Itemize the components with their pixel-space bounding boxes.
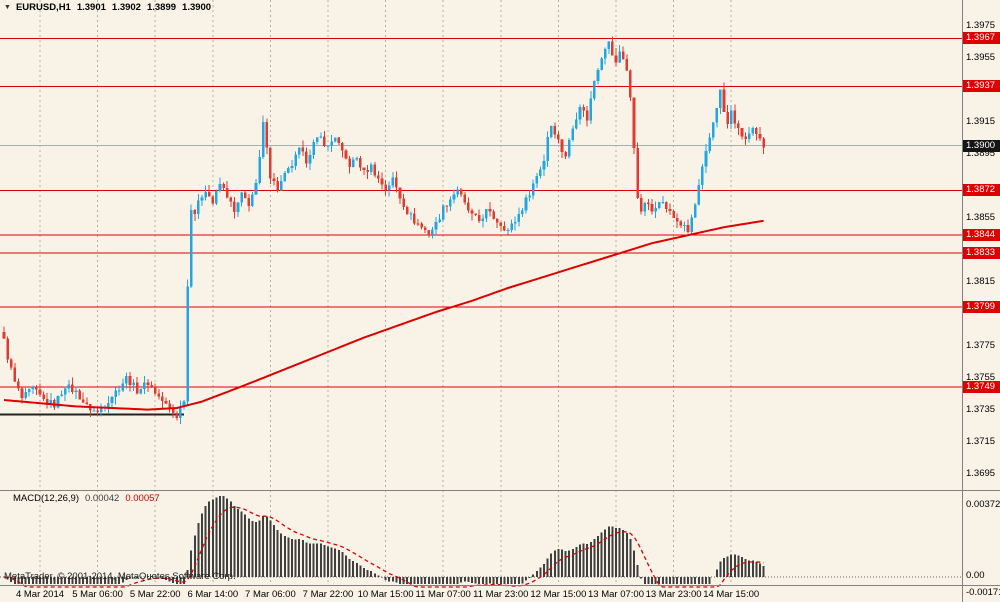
- horizontal-level-lines: [0, 37, 962, 388]
- price-tick-label: 1.3975: [966, 19, 996, 31]
- price-tick-label: 1.3955: [966, 51, 996, 63]
- price-tick-label: 1.3735: [966, 403, 996, 415]
- price-tick-label: 1.3855: [966, 211, 996, 223]
- moving-average-line: [3, 219, 764, 411]
- time-axis-label: 11 Mar 07:00: [415, 589, 471, 600]
- level-price-badge[interactable]: 1.3937: [963, 80, 1000, 93]
- chart-title-bar: ▼ EURUSD,H1 1.3901 1.3902 1.3899 1.3900: [4, 2, 211, 13]
- price-tick-label: 1.3715: [966, 435, 996, 447]
- ohlc-high-value: 1.3902: [111, 2, 141, 13]
- macd-histogram: [6, 496, 765, 584]
- price-tick-label: 1.3915: [966, 115, 996, 127]
- macd-signal-value: 0.00057: [125, 493, 160, 504]
- time-axis-label: 13 Mar 23:00: [645, 589, 702, 600]
- price-tick-label: 1.3695: [966, 467, 996, 479]
- level-price-badge[interactable]: 1.3749: [963, 381, 1000, 394]
- time-axis-label: 12 Mar 15:00: [530, 589, 587, 600]
- time-axis: 4 Mar 2014 5 Mar 06:00 5 Mar 22:00 6 Mar 14…: [0, 586, 962, 602]
- ohlc-open-value: 1.3901: [76, 2, 106, 13]
- price-tick-label: 1.3755: [966, 371, 996, 383]
- time-axis-label: 14 Mar 15:00: [703, 589, 760, 600]
- ohlc-close-value: 1.3900: [182, 2, 212, 13]
- time-axis-label: 5 Mar 06:00: [72, 589, 123, 600]
- level-price-badge[interactable]: 1.3799: [963, 301, 1000, 314]
- time-axis-label: 6 Mar 14:00: [187, 589, 239, 600]
- macd-main-value: 0.00042: [85, 493, 120, 504]
- price-axis: 1.3975 1.3955 1.3915 1.3895 1.3855 1.3815 1.37…: [963, 0, 1000, 602]
- chart-symbol-marker-icon: ▼: [4, 4, 11, 11]
- macd-axis-label: -0.00171: [966, 587, 1000, 598]
- time-axis-label: 7 Mar 06:00: [245, 589, 296, 600]
- time-axis-label: 11 Mar 23:00: [473, 589, 529, 600]
- level-price-badge[interactable]: 1.3967: [963, 32, 1000, 45]
- time-axis-label: 7 Mar 22:00: [302, 589, 354, 600]
- copyright-text: MetaTrader, © 2001-2014, MetaQuotes Soft…: [4, 571, 236, 582]
- ohlc-low-value: 1.3899: [146, 2, 177, 13]
- level-price-badge[interactable]: 1.3844: [963, 229, 1000, 242]
- macd-axis-label: 0.00: [966, 570, 985, 581]
- level-price-badge[interactable]: 1.3833: [963, 246, 1000, 259]
- price-tick-label: 1.3895: [966, 147, 996, 159]
- price-tick-label: 1.3815: [966, 275, 996, 287]
- macd-indicator-title: MACD(12,26,9) 0.00042 0.00057: [13, 493, 160, 504]
- time-axis-label: 4 Mar 2014: [15, 589, 65, 600]
- level-price-badge[interactable]: 1.3872: [963, 184, 1000, 197]
- time-axis-label: 13 Mar 07:00: [588, 589, 644, 600]
- time-axis-label: 5 Mar 22:00: [129, 589, 181, 600]
- time-axis-label: 10 Mar 15:00: [357, 589, 414, 600]
- price-tick-label: 1.3775: [966, 339, 996, 351]
- macd-indicator-label: MACD(12,26,9): [13, 493, 79, 504]
- current-price-badge: 1.3900: [963, 139, 1000, 152]
- macd-signal-line: [3, 506, 764, 588]
- macd-axis-label: 0.00372: [966, 499, 1000, 510]
- candlestick-series: [2, 36, 765, 425]
- chart-symbol-label: EURUSD,H1: [15, 2, 71, 13]
